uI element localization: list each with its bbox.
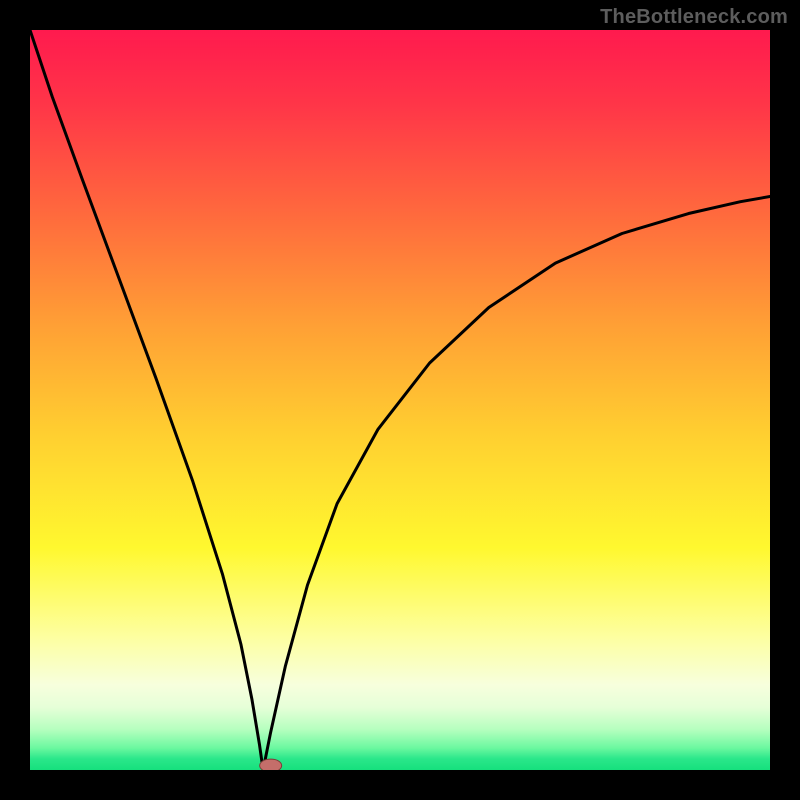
chart-svg bbox=[30, 30, 770, 770]
watermark-text: TheBottleneck.com bbox=[600, 6, 788, 29]
plot-area bbox=[30, 30, 770, 770]
minimum-marker bbox=[259, 758, 283, 770]
chart-frame: { "watermark": { "text": "TheBottleneck.… bbox=[0, 0, 800, 800]
